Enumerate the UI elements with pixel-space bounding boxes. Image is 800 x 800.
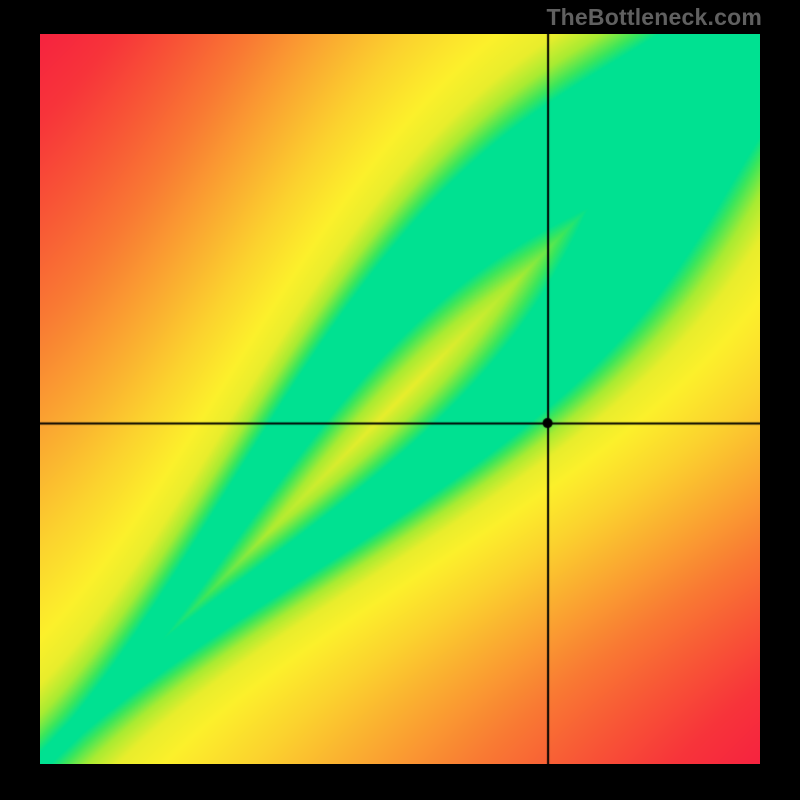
watermark-text: TheBottleneck.com [546, 4, 762, 31]
bottleneck-heatmap [40, 34, 760, 764]
